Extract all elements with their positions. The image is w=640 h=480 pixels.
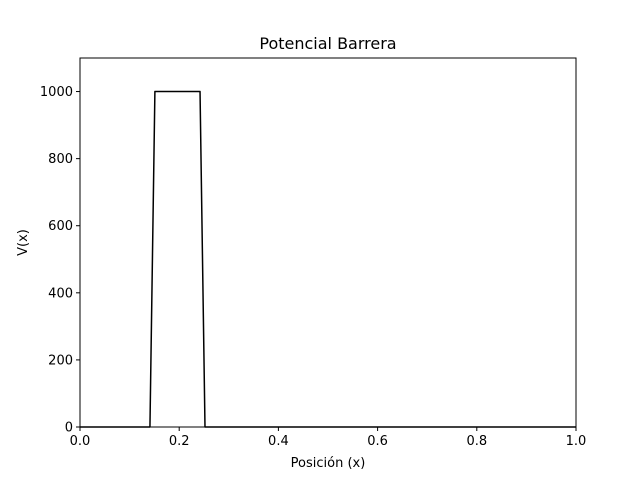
y-tick-label: 600	[48, 219, 73, 234]
x-axis-label: Posición (x)	[291, 456, 366, 471]
x-tick-label: 1.0	[566, 434, 587, 449]
y-tick-label: 200	[48, 353, 73, 368]
x-tick-label: 0.6	[367, 434, 388, 449]
y-tick-label: 400	[48, 286, 73, 301]
y-axis-label: V(x)	[16, 229, 31, 256]
y-tick-label: 800	[48, 152, 73, 167]
x-tick-label: 0.8	[466, 434, 487, 449]
x-tick-label: 0.4	[268, 434, 289, 449]
x-axis: 0.0 0.2 0.4 0.6 0.8 1.0	[70, 427, 587, 449]
chart-title: Potencial Barrera	[259, 34, 396, 53]
plot-frame	[79, 57, 577, 428]
y-tick-label: 0	[65, 421, 73, 436]
y-axis: 0 200 400 600 800 1000	[40, 85, 80, 436]
y-tick-label: 1000	[40, 85, 73, 100]
x-tick-label: 0.2	[169, 434, 190, 449]
x-tick-label: 0.0	[70, 434, 91, 449]
